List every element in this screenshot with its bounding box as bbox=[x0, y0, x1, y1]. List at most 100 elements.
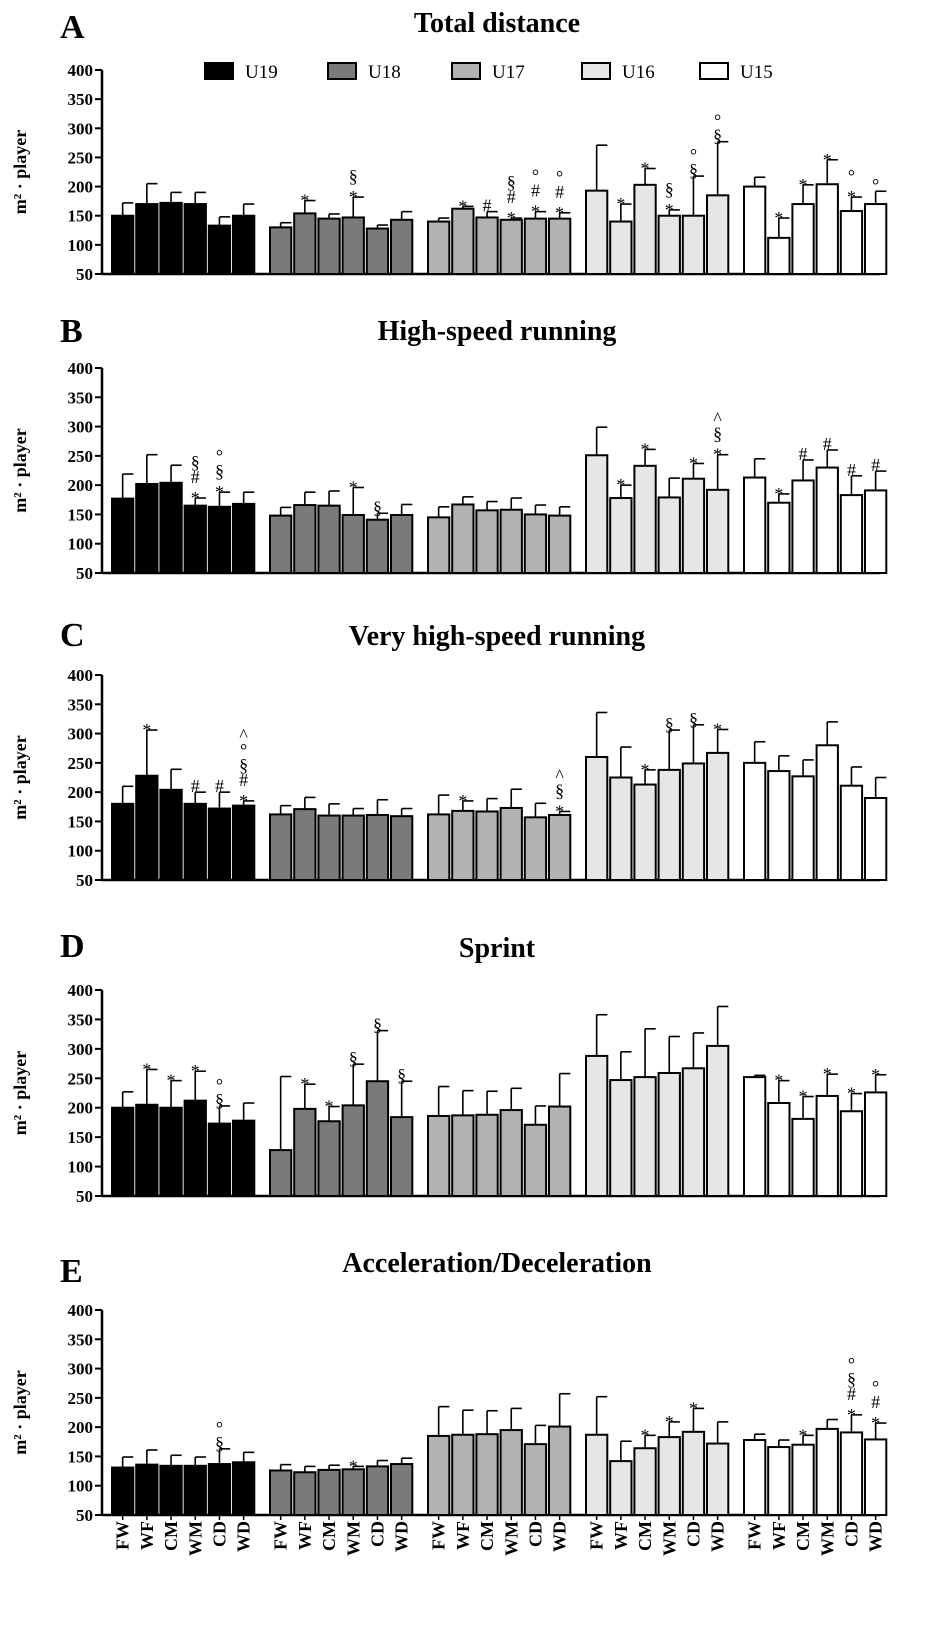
significance-mark: # bbox=[847, 460, 856, 480]
significance-mark: # bbox=[239, 770, 248, 790]
significance-mark: § bbox=[689, 160, 698, 180]
x-tick-label: WM bbox=[501, 1521, 521, 1556]
bar bbox=[743, 476, 767, 574]
y-tick-label: 350 bbox=[68, 695, 94, 714]
y-tick-label: 300 bbox=[68, 418, 94, 437]
y-tick-label: 100 bbox=[68, 1477, 94, 1496]
y-tick-label: 200 bbox=[68, 178, 94, 197]
bar bbox=[293, 808, 317, 882]
x-tick-label: WD bbox=[392, 1521, 412, 1552]
legend-label: U19 bbox=[245, 62, 278, 83]
y-tick-label: 100 bbox=[68, 236, 94, 255]
bar bbox=[839, 494, 864, 575]
x-tick-label: FW bbox=[587, 1521, 607, 1550]
x-tick-label: WM bbox=[659, 1521, 679, 1556]
bar bbox=[390, 218, 414, 275]
x-tick-label: WM bbox=[185, 1521, 205, 1556]
x-tick-label: CD bbox=[525, 1521, 545, 1547]
legend-label: U17 bbox=[492, 62, 525, 83]
bar bbox=[159, 201, 183, 276]
bar bbox=[633, 1447, 657, 1516]
bar bbox=[523, 816, 548, 881]
significance-mark: * bbox=[641, 439, 650, 459]
bar bbox=[341, 1104, 365, 1197]
bar bbox=[317, 504, 341, 574]
bar bbox=[767, 1102, 791, 1198]
bar bbox=[390, 1116, 414, 1198]
significance-mark: ° bbox=[240, 740, 247, 760]
panel-title: High-speed running bbox=[378, 316, 617, 347]
significance-mark: ° bbox=[872, 1377, 879, 1397]
legend-swatch bbox=[204, 62, 234, 80]
bar bbox=[681, 762, 706, 882]
bar bbox=[815, 183, 839, 276]
bar bbox=[548, 1105, 572, 1197]
bar bbox=[135, 1103, 159, 1198]
bar bbox=[293, 212, 317, 275]
panel-c: C Very high-speed running 50 100 150 200 250 30… bbox=[10, 617, 888, 890]
bar bbox=[523, 217, 548, 275]
bar bbox=[207, 1122, 232, 1197]
panel-title: Total distance bbox=[414, 8, 580, 39]
bar bbox=[475, 1433, 499, 1516]
significance-mark: § bbox=[373, 497, 382, 517]
bar bbox=[475, 810, 499, 882]
significance-mark: * bbox=[215, 482, 224, 502]
bar bbox=[135, 203, 159, 275]
bar bbox=[767, 501, 791, 575]
bar bbox=[232, 502, 256, 574]
significance-mark: * bbox=[142, 720, 151, 740]
y-tick-label: 250 bbox=[68, 148, 94, 167]
bar bbox=[791, 1443, 815, 1516]
bar bbox=[815, 1094, 839, 1198]
bar bbox=[585, 1433, 609, 1517]
bar bbox=[548, 1425, 572, 1516]
bar bbox=[293, 504, 317, 574]
significance-mark: § bbox=[373, 1015, 382, 1035]
bar bbox=[365, 1080, 390, 1197]
bar bbox=[864, 1091, 888, 1197]
bar bbox=[609, 1460, 633, 1516]
y-tick-label: 150 bbox=[68, 812, 94, 831]
significance-mark: * bbox=[616, 475, 625, 495]
bar bbox=[633, 464, 657, 575]
bar bbox=[232, 214, 256, 275]
legend-label: U15 bbox=[740, 62, 773, 83]
significance-mark: * bbox=[823, 1064, 832, 1084]
x-tick-label: WM bbox=[343, 1521, 363, 1556]
bar bbox=[864, 203, 888, 275]
significance-mark: # bbox=[215, 776, 224, 796]
significance-mark: § bbox=[555, 780, 564, 800]
bar bbox=[839, 210, 864, 275]
bar bbox=[681, 1430, 706, 1517]
bar bbox=[681, 477, 706, 575]
significance-mark: § bbox=[713, 424, 722, 444]
x-tick-label: WF bbox=[137, 1521, 157, 1550]
bar bbox=[609, 497, 633, 574]
bar bbox=[269, 226, 293, 275]
legend-swatch bbox=[699, 62, 729, 80]
bar bbox=[548, 217, 572, 275]
bar bbox=[767, 1446, 791, 1516]
legend: U19 U18 U17 U16 U15 bbox=[204, 62, 773, 83]
legend-label: U16 bbox=[622, 62, 655, 83]
bar bbox=[451, 503, 475, 575]
bar bbox=[207, 1463, 232, 1516]
significance-mark: § bbox=[215, 461, 224, 481]
bar bbox=[365, 518, 390, 575]
significance-mark: * bbox=[458, 791, 467, 811]
bar bbox=[791, 775, 815, 881]
significance-mark: * bbox=[871, 1065, 880, 1085]
bar bbox=[681, 1067, 706, 1198]
bar bbox=[427, 813, 451, 882]
bar bbox=[183, 504, 207, 574]
y-tick-label: 200 bbox=[68, 1099, 94, 1118]
bar bbox=[427, 1114, 451, 1198]
panel-letter: B bbox=[60, 313, 83, 350]
bar bbox=[706, 488, 730, 575]
x-tick-label: WF bbox=[769, 1521, 789, 1550]
x-tick-label: WF bbox=[295, 1521, 315, 1550]
bar bbox=[791, 1117, 815, 1197]
bar bbox=[475, 509, 499, 575]
bar bbox=[207, 807, 232, 881]
